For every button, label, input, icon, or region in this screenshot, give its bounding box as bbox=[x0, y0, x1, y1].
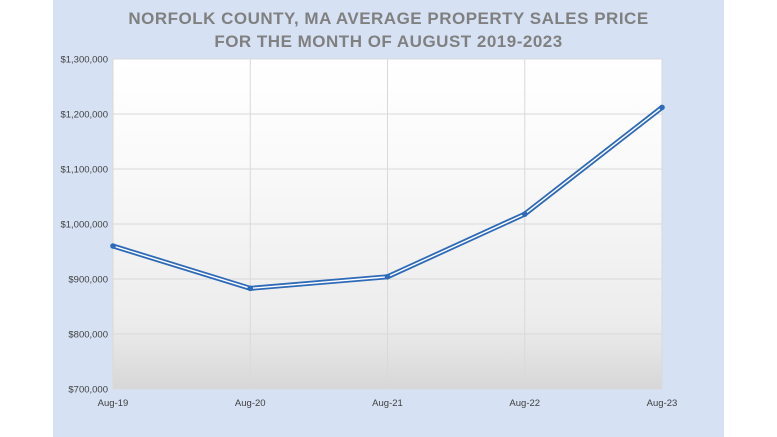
y-tick-label: $700,000 bbox=[68, 385, 108, 396]
chart-title-line-1: NORFOLK COUNTY, MA AVERAGE PROPERTY SALE… bbox=[128, 9, 649, 28]
data-point bbox=[659, 104, 665, 111]
data-point bbox=[521, 211, 528, 217]
data-point bbox=[110, 243, 116, 249]
data-point bbox=[247, 285, 254, 292]
y-tick-label: $1,000,000 bbox=[60, 220, 108, 231]
y-tick-label: $900,000 bbox=[68, 275, 108, 286]
x-tick-label: Aug-21 bbox=[372, 398, 403, 409]
y-tick-label: $1,100,000 bbox=[60, 165, 108, 176]
x-tick-label: Aug-19 bbox=[98, 398, 129, 409]
y-tick-label: $1,200,000 bbox=[60, 110, 108, 121]
y-tick-label: $800,000 bbox=[68, 330, 108, 341]
x-tick-label: Aug-23 bbox=[647, 398, 678, 409]
x-tick-label: Aug-22 bbox=[509, 398, 540, 409]
y-tick-label: $1,300,000 bbox=[60, 55, 108, 66]
data-point bbox=[384, 274, 391, 280]
x-tick-label: Aug-20 bbox=[235, 398, 266, 409]
chart-title-line-2: FOR THE MONTH OF AUGUST 2019-2023 bbox=[214, 32, 563, 51]
